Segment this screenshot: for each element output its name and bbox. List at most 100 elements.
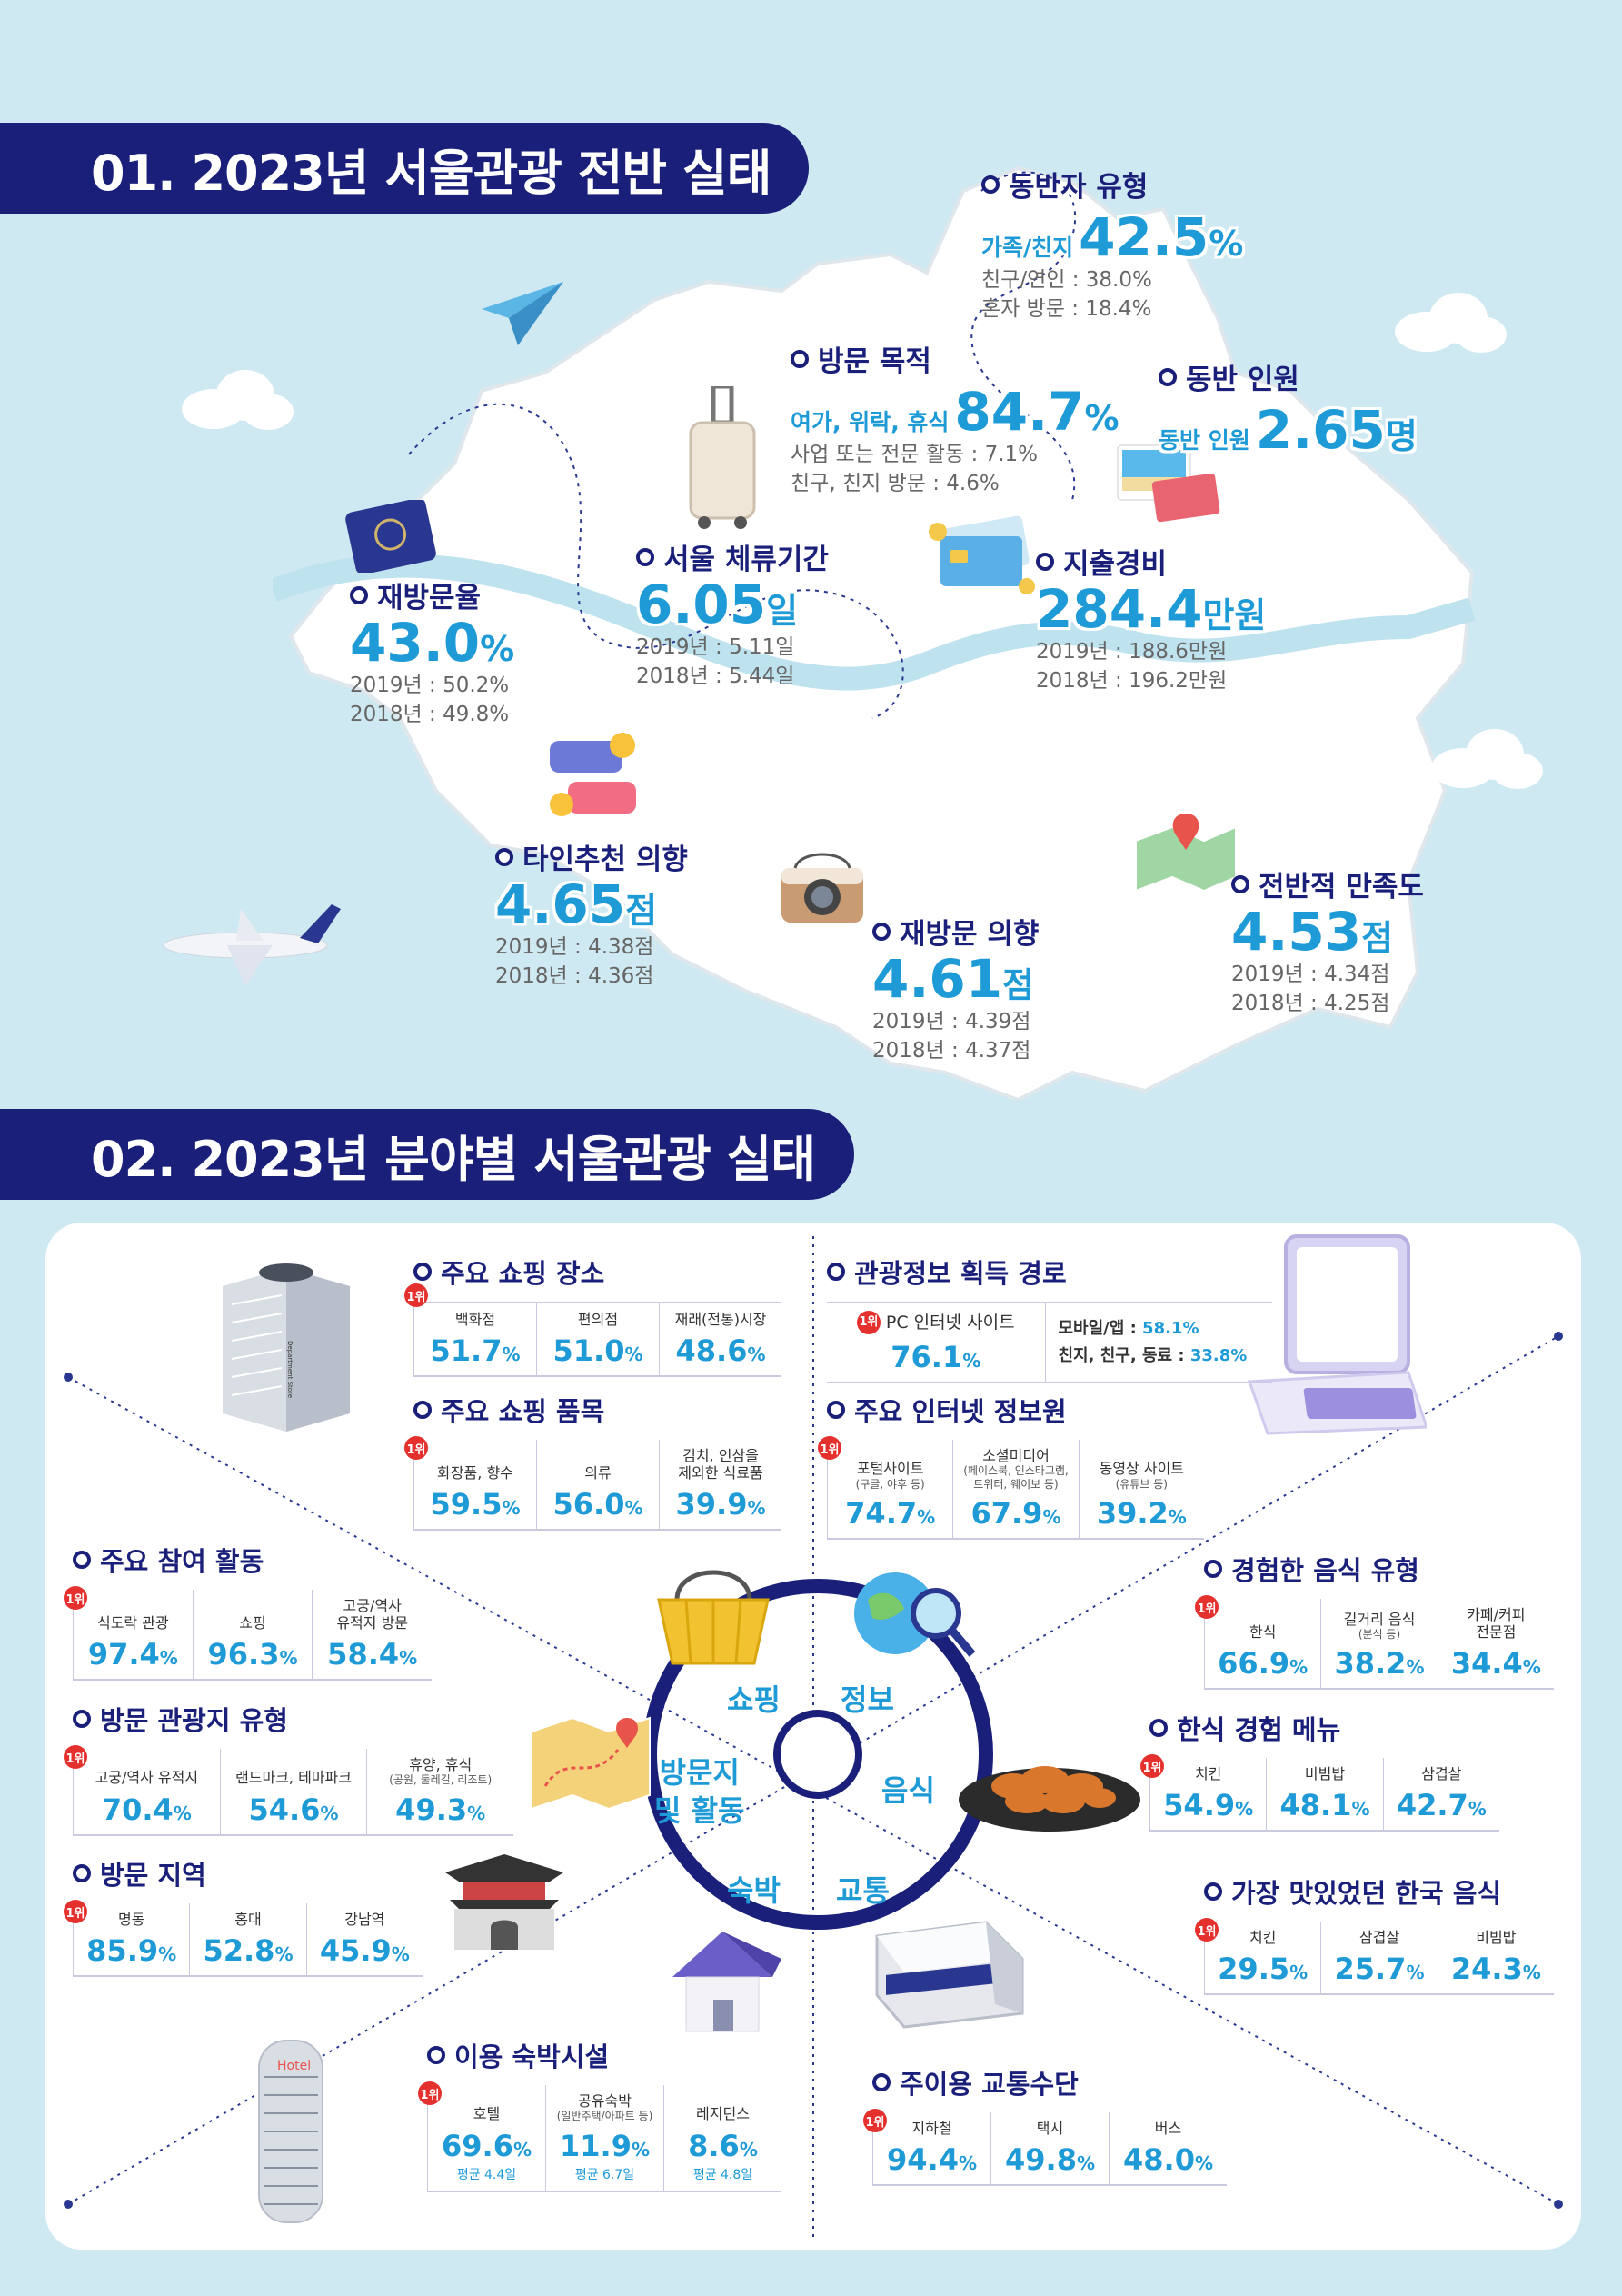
stat-title: 서울 체류기간: [663, 544, 829, 576]
stat-sub: 혼자 방문 : 18.4%: [981, 297, 1152, 322]
stat-sub: 2019년 : 4.34점: [1231, 962, 1390, 986]
stat-value: 2.65: [1255, 399, 1386, 461]
block-shop-item: 주요 쇼핑 품목 1위 화장품, 향수 59.5% 의류 56.0% 김치, 인삼을…: [404, 1391, 781, 1532]
bullet-dot: [1231, 874, 1249, 893]
bullet-dot: [1149, 1719, 1168, 1737]
stat-value: 84.7: [954, 381, 1085, 443]
block-lodging: 이용 숙박시설 1위 호텔 69.6% 평균 4.4일 공유숙박 (일반주택/아파트 …: [418, 2036, 781, 2192]
bullet-dot: [1159, 367, 1177, 386]
block-table: 1위 치킨 29.5% 삼겹살 25.7% 비빔밥 24.3%: [1195, 1918, 1554, 1996]
rank-badge: 1위: [418, 2081, 442, 2105]
section1-header: 01. 2023년 서울관광 전반 실태: [0, 123, 809, 214]
rank-badge: 1위: [1140, 1754, 1164, 1778]
data-cell: 비빔밥 24.3%: [1437, 1922, 1554, 1994]
bullet-dot: [350, 585, 368, 604]
bullet-dot: [872, 2073, 891, 2091]
rank-badge: 1위: [64, 1586, 87, 1610]
block-table: 1위 고궁/역사 유적지 70.4% 랜드마크, 테마파크 54.6% 휴양, 휴식…: [64, 1745, 513, 1836]
block-attraction: 방문 관광지 유형 1위 고궁/역사 유적지 70.4% 랜드마크, 테마파크 54…: [64, 1700, 513, 1836]
stat-stay: 서울 체류기간 6.05일 2019년 : 5.11일 2018년 : 5.44…: [636, 536, 829, 691]
stat-sub: 2018년 : 4.36점: [495, 964, 654, 989]
block-title: 방문 지역: [100, 1860, 206, 1891]
stat-sub: 2019년 : 4.38점: [495, 934, 654, 959]
data-cell: 삼겹살 25.7%: [1320, 1922, 1437, 1994]
block-activity: 주요 참여 활동 1위 식도락 관광 97.4% 쇼핑 96.3% 고궁/역사 유적…: [64, 1541, 432, 1682]
stat-sub: 2019년 : 4.39점: [872, 1009, 1031, 1033]
block-title: 주이용 교통수단: [900, 2069, 1079, 2100]
data-cell: 강남역 45.9%: [305, 1903, 423, 1976]
laptop-icon: [1247, 1234, 1427, 1435]
data-cell: 편의점 51.0%: [536, 1303, 659, 1376]
section2-header-text: 02. 2023년 분야별 서울관광 실태: [91, 1130, 816, 1188]
stat-sub: 친구/연인 : 38.0%: [981, 267, 1152, 292]
rank-badge: 1위: [404, 1283, 428, 1307]
block-table: 1위 호텔 69.6% 평균 4.4일 공유숙박 (일반주택/아파트 등) 11.9% 평…: [418, 2081, 781, 2192]
block-table: 1위 식도락 관광 97.4% 쇼핑 96.3% 고궁/역사 유적지 방문 58.4%: [64, 1586, 432, 1682]
stat-title: 재방문 의향: [900, 918, 1040, 951]
han-river: [273, 554, 1476, 691]
stat-sub: 친구, 친지 방문 : 4.6%: [791, 472, 1000, 496]
bullet-dot: [1036, 552, 1054, 571]
data-cell: 고궁/역사 유적지 70.4%: [73, 1749, 220, 1834]
block-title: 방문 관광지 유형: [100, 1705, 288, 1736]
bullet-dot: [791, 349, 809, 368]
rank-badge: 1위: [863, 2109, 887, 2132]
data-cell: 식도락 관광 97.4%: [73, 1590, 193, 1680]
data-cell: 비빔밥 48.1%: [1266, 1758, 1382, 1831]
stat-sub: 2018년 : 49.8%: [350, 703, 510, 727]
stat-prefix: 가족/친지: [981, 235, 1074, 261]
block-title: 주요 쇼핑 장소: [441, 1258, 605, 1289]
data-cell: 홍대 52.8%: [189, 1903, 305, 1976]
block-table: 1위 백화점 51.7% 편의점 51.0% 재래(전통)시장 48.6%: [404, 1283, 781, 1378]
block-info-site: 주요 인터넷 정보원 1위 포털사이트 (구글, 야후 등) 74.7% 소셜미디어…: [818, 1391, 1204, 1540]
cloud-icon: [1431, 729, 1543, 789]
data-cell: 김치, 인삼을 제외한 식료품 39.9%: [659, 1440, 781, 1530]
ring-label-food: 음식: [881, 1773, 935, 1808]
route-line-2: [970, 171, 1076, 501]
map-pin-icon: [1135, 814, 1237, 891]
data-cell: 지하철 94.4%: [872, 2112, 990, 2185]
chat-bubbles-icon: [550, 733, 636, 816]
rank-badge: 1위: [404, 1436, 428, 1460]
bullet-dot: [872, 922, 891, 941]
stat-title: 동반자 유형: [1009, 171, 1149, 204]
block-table: 1위 한식 66.9% 길거리 음식 (분식 등) 38.2% 카페/커피 전문점 34…: [1195, 1595, 1554, 1691]
stat-sub: 2018년 : 4.25점: [1231, 992, 1390, 1016]
data-cell: 1위 PC 인터넷 사이트 76.1%: [827, 1303, 1045, 1382]
stat-value: 43.0: [350, 612, 481, 674]
rank-badge: 1위: [856, 1311, 881, 1334]
block-table: 1위 화장품, 향수 59.5% 의류 56.0% 김치, 인삼을 제외한 식료품 3…: [404, 1436, 781, 1532]
block-title: 주요 쇼핑 품목: [441, 1396, 605, 1427]
stat-sub: 2019년 : 50.2%: [350, 673, 510, 697]
credit-card-icon: [929, 515, 1035, 594]
data-cell: 의류 56.0%: [536, 1440, 659, 1530]
data-cell: 삼겹살 42.7%: [1382, 1758, 1499, 1831]
data-cell: 재래(전통)시장 48.6%: [659, 1303, 781, 1376]
stat-prefix: 동반 인원: [1159, 427, 1250, 454]
stat-revisit-rate: 재방문율 43.0% 2019년 : 50.2% 2018년 : 49.8%: [350, 574, 514, 729]
block-transport: 주이용 교통수단 1위 지하철 94.4% 택시 49.8% 버스 48.0%: [863, 2063, 1227, 2187]
fried-chicken-icon: [959, 1766, 1140, 1832]
data-cell: 명동 85.9%: [73, 1903, 189, 1976]
stat-sub: 사업 또는 전문 활동 : 7.1%: [791, 442, 1039, 466]
travel-map-icon: [531, 1716, 651, 1811]
data-cell: 호텔 69.6% 평균 4.4일: [427, 2085, 545, 2191]
bullet-dot: [636, 547, 654, 566]
data-cell: 한식 66.9%: [1204, 1599, 1320, 1689]
stat-value: 4.65: [495, 873, 626, 935]
house-icon: [672, 1932, 781, 2032]
block-info-route: 관광정보 획득 경로 1위 PC 인터넷 사이트 76.1% 모바일/앱 : 58…: [827, 1253, 1272, 1383]
stat-title: 재방문율: [377, 582, 482, 614]
stat-satisfaction: 전반적 만족도 4.53점 2019년 : 4.34점 2018년 : 4.25…: [1231, 863, 1424, 1018]
block-table: 1위 치킨 54.9% 비빔밥 48.1% 삼겹살 42.7%: [1140, 1754, 1499, 1832]
stat-revisit-intent: 재방문 의향 4.61점 2019년 : 4.39점 2018년 : 4.37점: [872, 911, 1039, 1065]
bullet-dot: [413, 1263, 432, 1281]
stat-unit: 만원: [1202, 595, 1267, 635]
stat-value: 4.61: [872, 948, 1003, 1010]
block-table: 1위 지하철 94.4% 택시 49.8% 버스 48.0%: [863, 2109, 1227, 2187]
stat-sub: 2019년 : 188.6만원: [1036, 639, 1228, 664]
camera-icon: [781, 853, 863, 923]
section2-header: 02. 2023년 분야별 서울관광 실태: [0, 1109, 854, 1200]
block-table: 1위 명동 85.9% 홍대 52.8% 강남역 45.9%: [64, 1900, 423, 1978]
data-cell: 치킨 54.9%: [1149, 1758, 1266, 1831]
